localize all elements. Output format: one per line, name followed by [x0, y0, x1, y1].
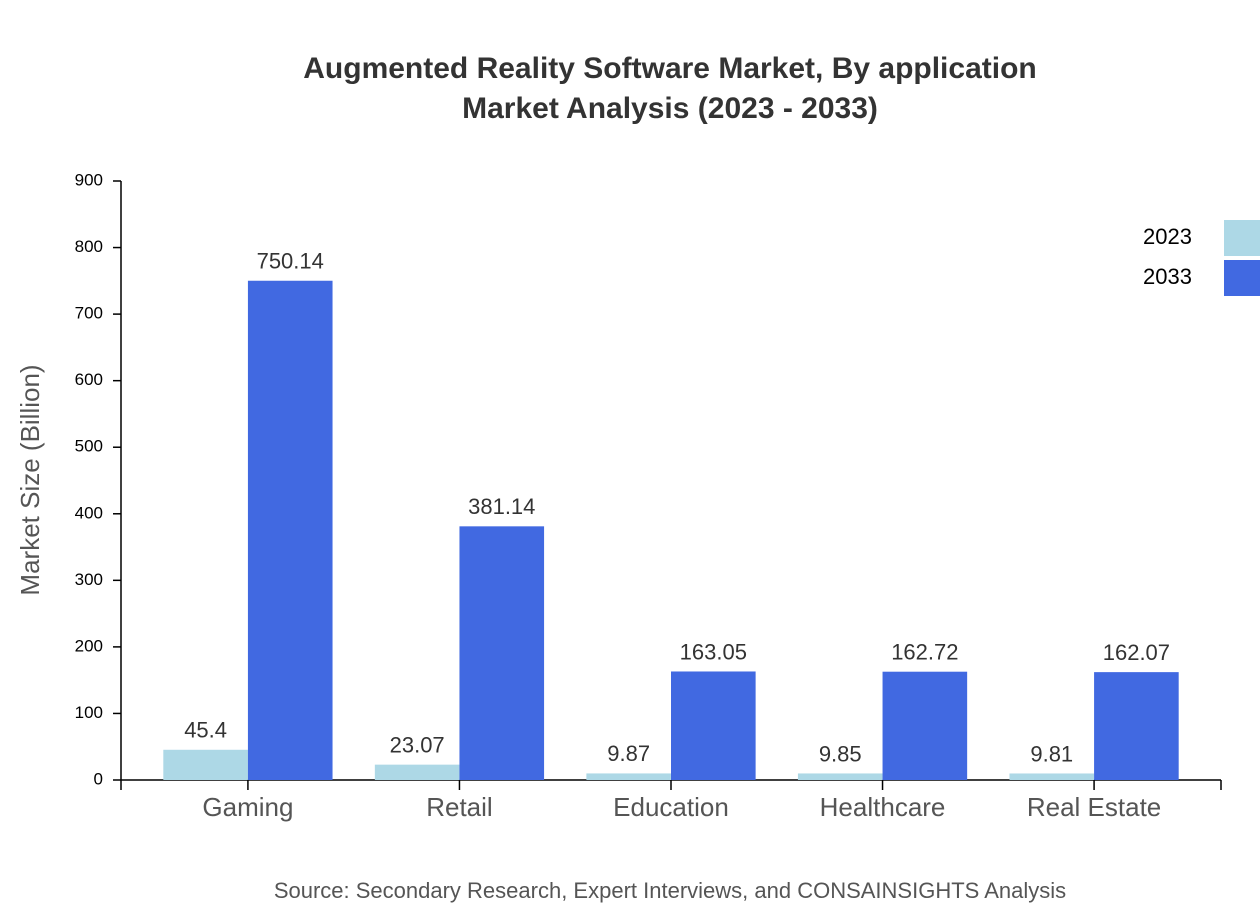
- legend-swatch: [1224, 220, 1260, 256]
- y-tick-label: 900: [75, 170, 103, 189]
- value-label: 381.14: [468, 494, 535, 519]
- chart-subtitle: Market Analysis (2023 - 2033): [462, 92, 878, 125]
- x-tick-label: Education: [613, 792, 729, 822]
- bar: [247, 280, 333, 780]
- y-tick-label: 400: [75, 503, 103, 522]
- y-tick-label: 800: [75, 237, 103, 256]
- bar: [671, 671, 756, 780]
- value-label: 750.14: [257, 249, 324, 274]
- value-label: 163.05: [680, 639, 747, 664]
- x-tick-label: Retail: [426, 792, 492, 822]
- chart-title: Augmented Reality Software Market, By ap…: [303, 52, 1037, 85]
- source-note: Source: Secondary Research, Expert Inter…: [274, 878, 1066, 903]
- bar: [163, 749, 248, 780]
- bar: [586, 773, 671, 780]
- bar: [1009, 773, 1095, 780]
- value-label: 162.72: [891, 640, 958, 665]
- value-label: 9.85: [819, 741, 862, 766]
- bar: [882, 671, 968, 780]
- value-label: 23.07: [390, 732, 445, 757]
- bar: [797, 773, 883, 780]
- y-tick-label: 700: [75, 304, 103, 323]
- value-label: 9.81: [1030, 741, 1073, 766]
- y-axis-label: Market Size (Billion): [15, 364, 45, 595]
- bar: [459, 526, 545, 780]
- bar: [1094, 672, 1179, 780]
- legend-label: 2023: [1143, 224, 1192, 249]
- x-tick-label: Gaming: [202, 792, 293, 822]
- value-label: 162.07: [1103, 640, 1170, 665]
- y-tick-label: 500: [75, 437, 103, 456]
- y-tick-label: 200: [75, 636, 103, 655]
- x-tick-label: Real Estate: [1027, 792, 1161, 822]
- legend-label: 2033: [1143, 264, 1192, 289]
- y-tick-label: 100: [75, 703, 103, 722]
- value-label: 9.87: [607, 741, 650, 766]
- y-tick-label: 300: [75, 570, 103, 589]
- y-tick-label: 0: [94, 769, 103, 788]
- value-label: 45.4: [184, 718, 227, 743]
- y-tick-label: 600: [75, 370, 103, 389]
- legend-swatch: [1224, 260, 1260, 296]
- x-tick-label: Healthcare: [820, 792, 946, 822]
- bar: [374, 764, 460, 780]
